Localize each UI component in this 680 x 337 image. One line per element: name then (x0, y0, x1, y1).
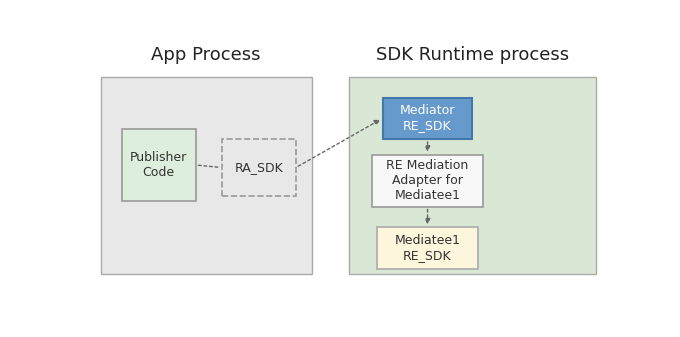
Text: RE Mediation
Adapter for
Mediatee1: RE Mediation Adapter for Mediatee1 (386, 159, 469, 202)
Text: Publisher
Code: Publisher Code (130, 151, 188, 179)
Text: Mediator
RE_SDK: Mediator RE_SDK (400, 104, 455, 132)
Bar (377, 227, 477, 269)
Bar (348, 77, 596, 274)
Text: Mediatee1
RE_SDK: Mediatee1 RE_SDK (394, 234, 460, 262)
Bar (372, 155, 483, 207)
Bar (122, 129, 196, 201)
Bar (383, 97, 473, 139)
Text: RA_SDK: RA_SDK (235, 161, 284, 174)
Text: SDK Runtime process: SDK Runtime process (376, 46, 569, 64)
Text: App Process: App Process (152, 46, 261, 64)
Bar (101, 77, 311, 274)
Bar (222, 139, 296, 196)
